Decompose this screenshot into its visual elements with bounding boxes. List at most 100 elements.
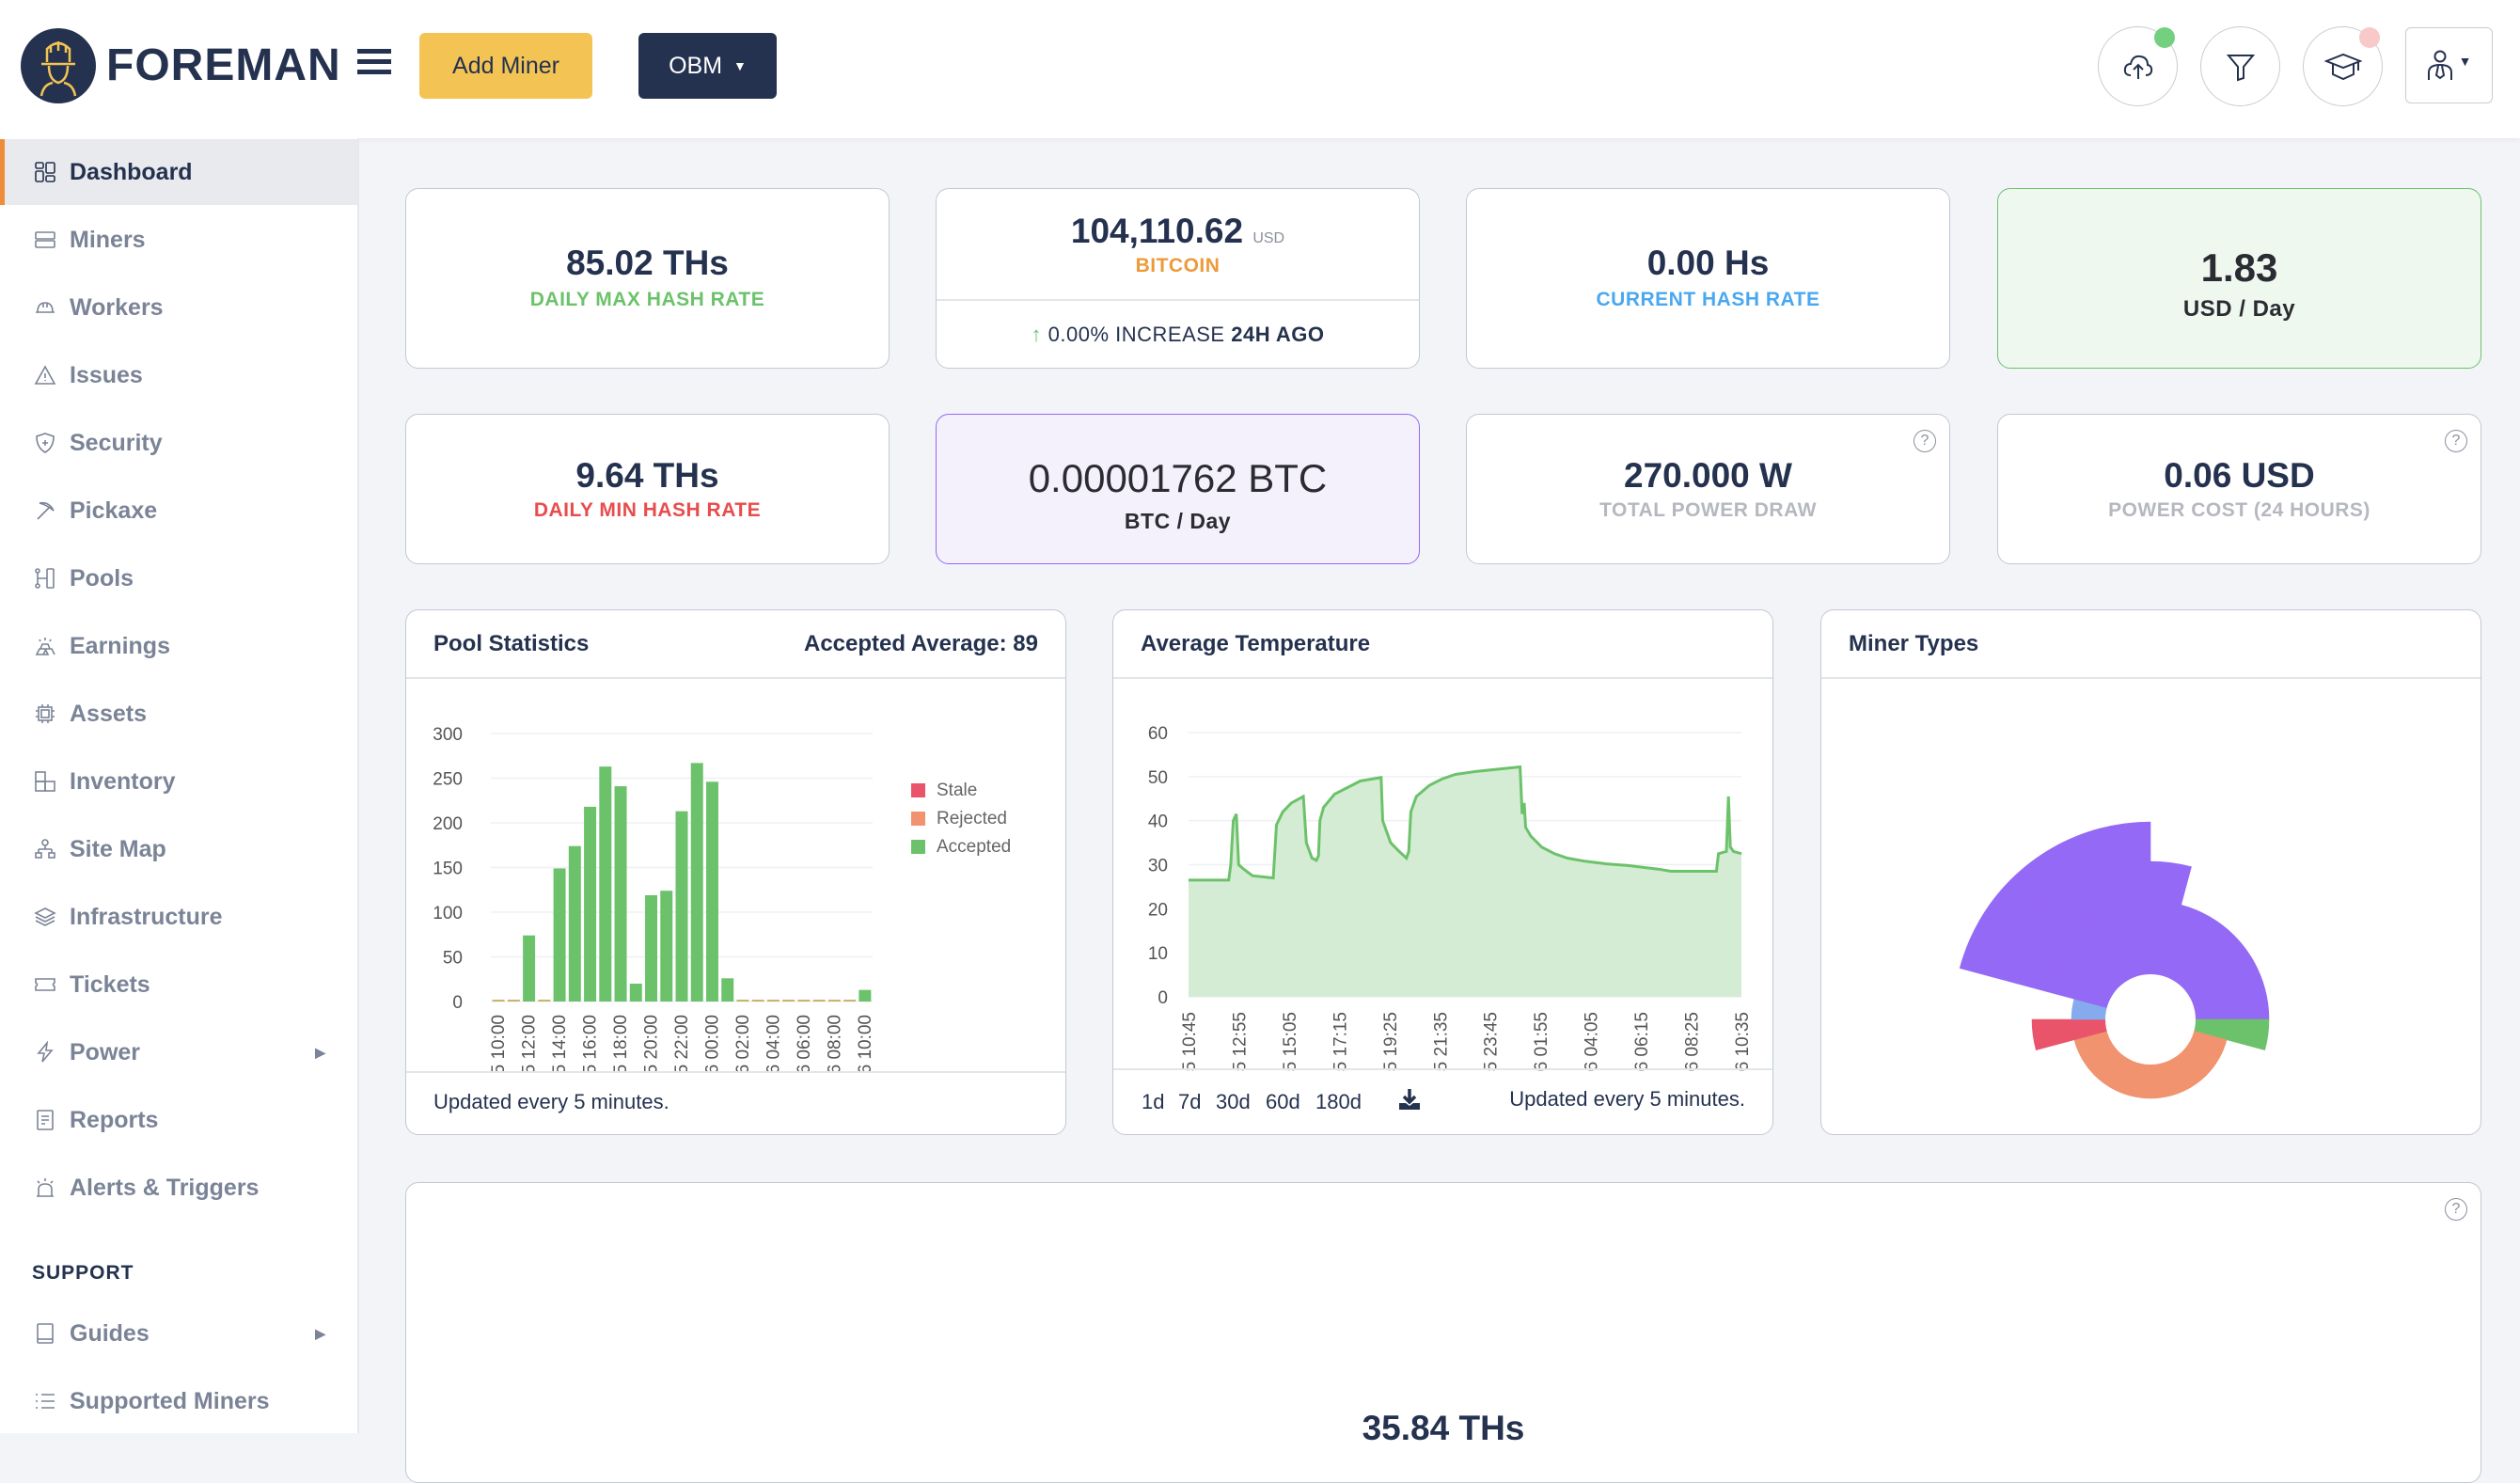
current-hash-card: 0.00 Hs CURRENT HASH RATE — [1466, 188, 1950, 369]
sidebar-item-workers[interactable]: Workers — [0, 275, 357, 340]
bar-accepted[interactable] — [690, 763, 703, 1002]
stat-value: 1.83 — [2200, 245, 2278, 290]
y-tick-label: 300 — [433, 725, 463, 745]
bar-accepted[interactable] — [614, 786, 627, 1002]
bar-accepted[interactable] — [843, 1000, 857, 1002]
card-title: Pool Statistics — [433, 631, 590, 656]
bar-accepted[interactable] — [675, 811, 688, 1002]
polar-segment[interactable] — [2099, 821, 2151, 1020]
stat-label: BITCOIN — [1135, 255, 1221, 276]
organization-dropdown[interactable]: OBM ▼ — [638, 33, 777, 99]
bar-accepted[interactable] — [766, 1000, 780, 1002]
bar-accepted[interactable] — [553, 868, 566, 1002]
sidebar-item-assets[interactable]: Assets — [0, 681, 357, 747]
legend-label[interactable]: Accepted — [937, 837, 1011, 857]
stat-value: 270.000 W — [1624, 456, 1792, 495]
sidebar-item-pickaxe[interactable]: Pickaxe — [0, 478, 357, 544]
sidebar-item-label: Assets — [70, 700, 147, 727]
range-7d[interactable]: 7d — [1178, 1090, 1202, 1113]
sidebar-item-reports[interactable]: Reports — [0, 1087, 357, 1153]
bar-accepted[interactable] — [629, 984, 642, 1002]
legend-label[interactable]: Stale — [937, 781, 977, 800]
x-tick-label: 05/15 15:05 — [1281, 1012, 1300, 1071]
bar-accepted[interactable] — [599, 766, 612, 1002]
bar-accepted[interactable] — [812, 1000, 826, 1002]
sidebar-item-label: Issues — [70, 361, 143, 388]
help-icon[interactable]: ? — [2445, 1198, 2467, 1221]
legend-label[interactable]: Rejected — [937, 809, 1007, 828]
book-icon — [37, 1323, 54, 1344]
sidebar-item-label: Site Map — [70, 835, 166, 862]
sidebar-item-dashboard[interactable]: Dashboard — [0, 139, 357, 205]
bar-accepted[interactable] — [568, 845, 581, 1002]
divider — [1113, 1068, 1772, 1070]
sidebar-item-issues[interactable]: Issues — [0, 342, 357, 408]
bar-accepted[interactable] — [645, 894, 658, 1002]
sidebar-item-pools[interactable]: Pools — [0, 545, 357, 611]
range-180d[interactable]: 180d — [1315, 1090, 1362, 1113]
sidebar-item-label: Alerts & Triggers — [70, 1174, 260, 1201]
bar-accepted[interactable] — [797, 1000, 811, 1002]
help-icon[interactable]: ? — [2445, 430, 2467, 452]
price-change: 0.00% INCREASE — [1047, 323, 1225, 346]
alarm-icon — [37, 1178, 54, 1197]
bar-accepted[interactable] — [492, 1000, 505, 1002]
bar-accepted[interactable] — [782, 1000, 795, 1002]
add-miner-button[interactable]: Add Miner — [419, 33, 592, 99]
y-tick-label: 30 — [1148, 857, 1168, 876]
update-note: Updated every 5 minutes. — [433, 1090, 669, 1113]
bar-accepted[interactable] — [705, 781, 718, 1002]
sidebar-item-site-map[interactable]: Site Map — [0, 816, 357, 882]
bar-accepted[interactable] — [751, 1000, 764, 1002]
bar-accepted[interactable] — [660, 891, 673, 1002]
x-tick-label: 05/16 00:00 — [702, 1015, 722, 1071]
bar-accepted[interactable] — [507, 1000, 520, 1002]
range-1d[interactable]: 1d — [1142, 1090, 1165, 1113]
sidebar-item-infrastructure[interactable]: Infrastructure — [0, 884, 357, 950]
legend-swatch — [911, 812, 925, 826]
bar-accepted[interactable] — [721, 978, 734, 1002]
sidebar-item-power[interactable]: Power ▶ — [0, 1019, 357, 1085]
user-menu-button[interactable]: ▼ — [2405, 27, 2493, 103]
y-tick-label: 60 — [1148, 724, 1168, 744]
sidebar-item-earnings[interactable]: Earnings — [0, 613, 357, 679]
range-30d[interactable]: 30d — [1216, 1090, 1251, 1113]
sidebar-item-tickets[interactable]: Tickets — [0, 952, 357, 1018]
sidebar-item-guides[interactable]: Guides ▶ — [0, 1301, 357, 1366]
academy-button[interactable] — [2303, 26, 2383, 106]
bar-accepted[interactable] — [523, 935, 536, 1002]
y-tick-label: 0 — [452, 993, 463, 1013]
sidebar-item-label: Infrastructure — [70, 903, 223, 930]
download-icon[interactable] — [1397, 1087, 1422, 1112]
sidebar-item-label: Pools — [70, 564, 134, 592]
bar-accepted[interactable] — [736, 1000, 749, 1002]
top-header: FOREMAN Add Miner OBM ▼ ▼ — [0, 0, 2520, 138]
x-tick-label: 05/15 20:00 — [642, 1015, 662, 1071]
x-tick-label: 05/15 19:25 — [1381, 1012, 1401, 1071]
foreman-logo[interactable] — [21, 28, 96, 103]
sidebar-item-supported-miners[interactable]: Supported Miners — [0, 1368, 357, 1434]
range-60d[interactable]: 60d — [1266, 1090, 1300, 1113]
sidebar-item-label: Guides — [70, 1319, 150, 1347]
sidebar-item-security[interactable]: Security — [0, 410, 357, 476]
sidebar-item-inventory[interactable]: Inventory — [0, 749, 357, 814]
bar-accepted[interactable] — [538, 1000, 551, 1002]
bar-accepted[interactable] — [858, 989, 872, 1002]
bar-accepted[interactable] — [584, 806, 597, 1002]
stat-label: CURRENT HASH RATE — [1596, 289, 1820, 310]
help-icon[interactable]: ? — [1914, 430, 1936, 452]
cloud-upload-button[interactable] — [2098, 26, 2178, 106]
menu-toggle-icon[interactable] — [357, 49, 391, 75]
sidebar-item-miners[interactable]: Miners — [0, 207, 357, 273]
status-dot — [2154, 27, 2175, 48]
temperature-line[interactable] — [1189, 765, 1742, 882]
chip-icon — [36, 704, 55, 723]
y-tick-label: 20 — [1148, 900, 1168, 920]
sidebar-item-label: Earnings — [70, 632, 170, 659]
pool-statistics-card: Pool Statistics Accepted Average: 89 0 50… — [405, 609, 1066, 1135]
filter-button[interactable] — [2200, 26, 2280, 106]
bar-accepted[interactable] — [827, 1000, 841, 1002]
miner-types-card: Miner Types — [1820, 609, 2481, 1135]
sidebar-item-alerts-triggers[interactable]: Alerts & Triggers — [0, 1155, 357, 1221]
miner-types-chart — [1959, 821, 2270, 1099]
